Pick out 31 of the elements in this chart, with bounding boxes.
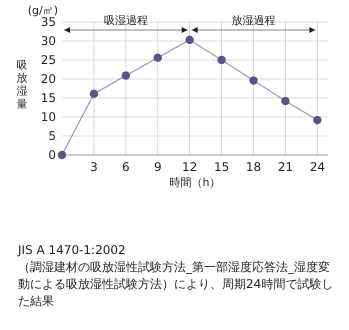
- point: [249, 76, 258, 85]
- y-tick-label: 5: [48, 129, 56, 144]
- point: [58, 150, 66, 160]
- y-tick-label: 20: [40, 72, 56, 86]
- y-tick-label: 15: [40, 91, 56, 106]
- x-tick-label: 6: [122, 160, 130, 174]
- x-tick-label: 24: [310, 160, 325, 174]
- x-tick-label: 21: [278, 160, 294, 174]
- y-tick-label: 0: [48, 148, 56, 162]
- point: [154, 54, 162, 62]
- y-tick-label: 25: [40, 53, 56, 68]
- y-tick-label: 35: [40, 15, 56, 30]
- point: [185, 36, 194, 44]
- y-axis-title: 吸放湿量: [16, 58, 28, 110]
- point: [122, 71, 130, 80]
- y-tick-label: 10: [40, 110, 56, 124]
- x-axis-title: 時間（h）: [170, 176, 220, 189]
- annotation: 吸湿過程: [104, 14, 148, 27]
- x-tick-label: 3: [90, 160, 98, 174]
- x-tick-label: 9: [154, 160, 162, 174]
- x-tick-label: 12: [182, 160, 198, 174]
- text: (g/㎡): [28, 4, 58, 17]
- text: JIS A 1470-1:2002 （調湿建材の吸放湿性試験方法_第一部湿度応答法_湿度変動による吸放湿性試験方法）により、周期24時間で試験した結果: [17, 243, 334, 308]
- point: [90, 90, 98, 98]
- point: [217, 56, 226, 64]
- x-tick-label: 15: [214, 160, 230, 174]
- y-tick-label: 30: [40, 34, 56, 48]
- point: [281, 96, 290, 106]
- annotation: 放湿過程: [232, 14, 276, 27]
- x-tick-label: 18: [246, 160, 262, 174]
- point: [313, 116, 322, 124]
